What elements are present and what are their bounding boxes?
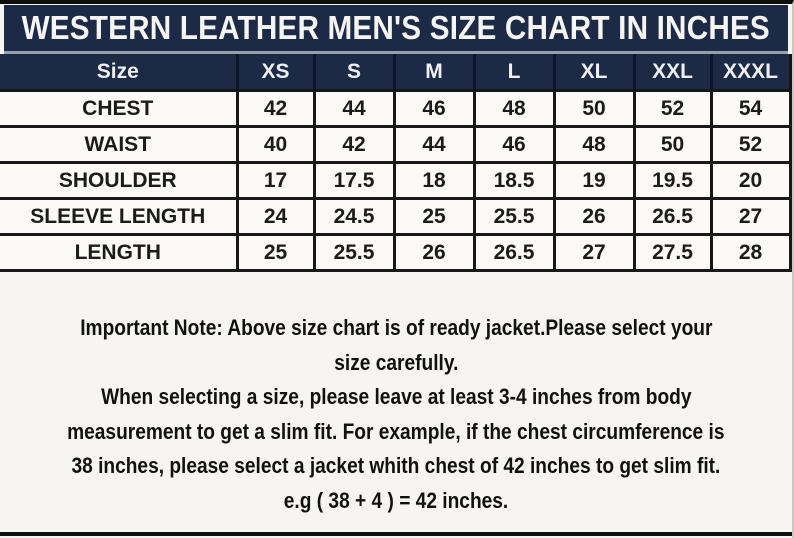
table-row: WAIST 40 42 44 46 48 50 52: [0, 125, 792, 164]
measurement-label: SLEEVE LENGTH: [0, 197, 239, 236]
size-value-cell: 42: [235, 89, 316, 128]
size-value-cell: 25: [235, 233, 316, 272]
size-value-cell: 24: [235, 197, 316, 236]
note-line: 38 inches, please select a jacket whith …: [71, 453, 721, 479]
size-value-cell: 46: [472, 125, 556, 164]
size-value-cell: 26: [392, 233, 476, 272]
size-value-cell: 25.5: [312, 233, 396, 272]
size-value-cell: 48: [472, 89, 556, 128]
size-value-cell: 24.5: [312, 197, 396, 236]
note-line: When selecting a size, please leave at l…: [100, 384, 692, 410]
measurement-label: CHEST: [0, 89, 239, 128]
size-col-header-xxl: XXL: [632, 54, 713, 91]
chart-title: WESTERN LEATHER MEN'S SIZE CHART IN INCH…: [21, 9, 771, 46]
size-value-cell: 20: [709, 161, 792, 200]
size-value-cell: 27: [709, 197, 792, 236]
size-value-cell: 40: [235, 125, 316, 164]
size-value-cell: 44: [312, 89, 396, 128]
size-value-cell: 17: [235, 161, 316, 200]
size-value-cell: 50: [552, 89, 636, 128]
size-value-cell: 27: [552, 233, 636, 272]
size-value-cell: 25: [392, 197, 476, 236]
size-value-cell: 18: [392, 161, 476, 200]
size-col-header-xl: XL: [552, 54, 636, 91]
note-line: e.g ( 38 + 4 ) = 42 inches.: [283, 487, 509, 513]
size-value-cell: 46: [392, 89, 476, 128]
size-value-cell: 18.5: [472, 161, 556, 200]
size-col-header-l: L: [472, 54, 556, 91]
chart-title-bar: WESTERN LEATHER MEN'S SIZE CHART IN INCH…: [4, 5, 788, 54]
bottom-border-line: [0, 532, 792, 536]
table-row: CHEST 42 44 46 48 50 52 54: [0, 89, 792, 128]
size-value-cell: 27.5: [632, 233, 713, 272]
table-row: LENGTH 25 25.5 26 26.5 27 27.5 28: [0, 233, 792, 272]
size-col-header-s: S: [312, 54, 396, 91]
important-note: Important Note: Above size chart is of r…: [0, 311, 792, 518]
size-value-cell: 28: [709, 233, 792, 272]
size-table: Size XS S M L XL XXL XXXL CHEST 42 44 46 48 50 52 54 WA…: [0, 54, 792, 272]
size-value-cell: 19: [552, 161, 636, 200]
measurement-label: SHOULDER: [0, 161, 239, 200]
note-line: size carefully.: [333, 349, 459, 375]
measurement-label: WAIST: [0, 125, 239, 164]
size-col-header-xxxl: XXXL: [709, 54, 792, 91]
table-row: SLEEVE LENGTH 24 24.5 25 25.5 26 26.5 27: [0, 197, 792, 236]
size-value-cell: 50: [632, 125, 713, 164]
size-col-header-m: M: [392, 54, 476, 91]
size-col-header-xs: XS: [235, 54, 316, 91]
table-row: SHOULDER 17 17.5 18 18.5 19 19.5 20: [0, 161, 792, 200]
size-header-row: Size XS S M L XL XXL XXXL: [0, 54, 792, 91]
size-value-cell: 25.5: [472, 197, 556, 236]
note-line: measurement to get a slim fit. For examp…: [67, 418, 725, 444]
size-value-cell: 54: [709, 89, 792, 128]
size-value-cell: 26: [552, 197, 636, 236]
size-value-cell: 19.5: [632, 161, 713, 200]
size-value-cell: 52: [632, 89, 713, 128]
note-line: Important Note: Above size chart is of r…: [79, 315, 713, 341]
size-value-cell: 26.5: [472, 233, 556, 272]
size-value-cell: 17.5: [312, 161, 396, 200]
size-column-header: Size: [0, 54, 239, 91]
size-value-cell: 48: [552, 125, 636, 164]
size-value-cell: 52: [709, 125, 792, 164]
size-value-cell: 26.5: [632, 197, 713, 236]
measurement-label: LENGTH: [0, 233, 239, 272]
size-value-cell: 44: [392, 125, 476, 164]
size-value-cell: 42: [312, 125, 396, 164]
